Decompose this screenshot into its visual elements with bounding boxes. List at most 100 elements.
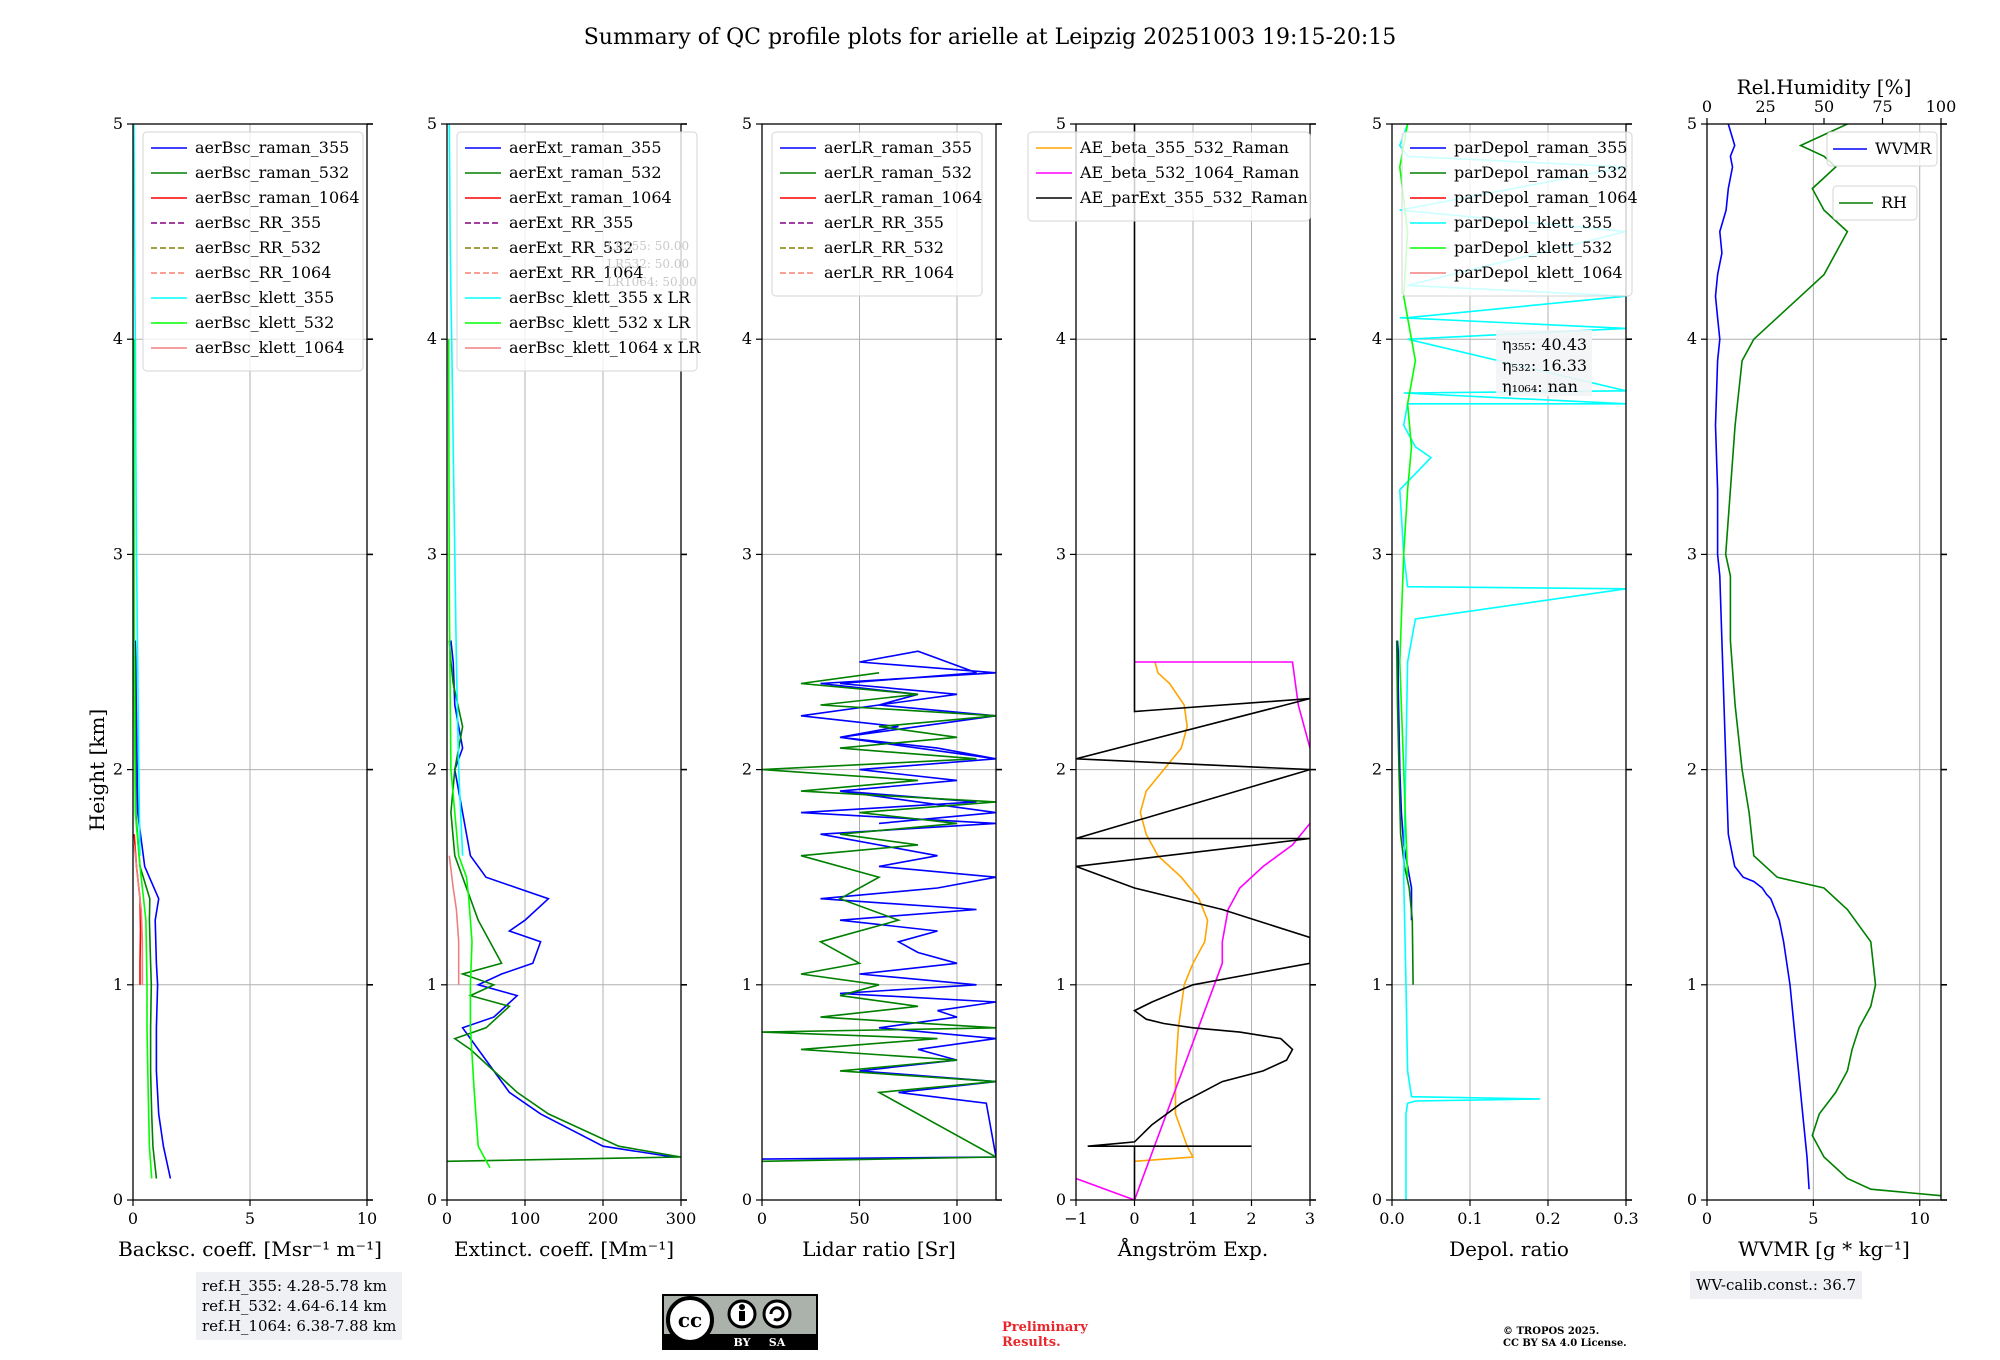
x-tick-label: 3 — [1305, 1209, 1315, 1228]
legend-box — [142, 131, 364, 372]
wv-calib-box: WV-calib.const.: 36.7 — [1690, 1271, 1863, 1299]
y-tick-label: 4 — [113, 329, 123, 348]
y-tick-label: 3 — [742, 544, 752, 563]
legend-box — [771, 131, 983, 297]
legend-entry: aerExt_RR_1064 — [509, 263, 644, 282]
y-tick-label: 5 — [1056, 114, 1066, 133]
top-x-tick-label: 25 — [1755, 97, 1775, 116]
y-tick-label: 3 — [1687, 544, 1697, 563]
legend-entry: parDepol_raman_1064 — [1454, 188, 1638, 207]
x-axis-label: Lidar ratio [Sr] — [802, 1237, 956, 1261]
y-tick-label: 4 — [427, 329, 437, 348]
panel-ext: 0 100 200 300 0 1 2 3 4 5 Extinct. coeff. [Mm⁻¹] ae… — [427, 114, 701, 1261]
x-tick-label: 0 — [1702, 1209, 1712, 1228]
legend-entry: aerExt_RR_355 — [509, 213, 633, 232]
y-tick-label: 2 — [113, 760, 123, 779]
y-tick-label: 4 — [742, 329, 752, 348]
legend-entry: aerBsc_RR_355 — [195, 213, 321, 232]
top-x-tick-label: 50 — [1814, 97, 1834, 116]
y-tick-label: 1 — [1372, 975, 1382, 994]
preliminary-note: Preliminary Results. — [1002, 1320, 1088, 1350]
series-line-WVMR — [1714, 124, 1810, 1190]
legend-entry: aerExt_RR_532 — [509, 238, 633, 257]
legend-entry: parDepol_raman_532 — [1454, 163, 1627, 182]
legend-entry: aerBsc_RR_1064 — [195, 263, 331, 282]
x-axis-label: Ångström Exp. — [1117, 1236, 1268, 1261]
legend-entry: aerLR_RR_355 — [824, 213, 944, 232]
y-axis-label: Height [km] — [85, 709, 109, 831]
x-tick-label: 10 — [1910, 1209, 1930, 1228]
x-tick-label: 300 — [666, 1209, 697, 1228]
ref-heights-box: ref.H_355: 4.28-5.78 km ref.H_532: 4.64-… — [196, 1272, 403, 1340]
x-tick-label: 0 — [128, 1209, 138, 1228]
legend-entry: aerExt_raman_532 — [509, 163, 662, 182]
x-tick-label: 0 — [757, 1209, 767, 1228]
lidar-ratio-label: LR1064: 50.00 — [607, 275, 697, 289]
eta-box — [1496, 330, 1592, 396]
x-tick-label: 1 — [1188, 1209, 1198, 1228]
x-tick-label: 10 — [357, 1209, 377, 1228]
series-group-lr — [762, 650, 996, 1163]
y-tick-label: 2 — [1056, 760, 1066, 779]
panel-bsc: 0 5 10 0 1 2 3 4 5 Backsc. coeff. [Msr⁻¹ m⁻¹] aerB… — [113, 114, 382, 1261]
x-tick-label: 0 — [1129, 1209, 1139, 1228]
series-line-aerBsc_klett_355 x LR — [448, 124, 464, 856]
panel-lr: 0 50 100 0 1 2 3 4 5 Lidar ratio [Sr] aerLR_raman_… — [742, 114, 1002, 1261]
y-tick-label: 5 — [742, 114, 752, 133]
legend-entry: AE_parExt_355_532_Raman — [1079, 188, 1308, 207]
figure-title: Summary of QC profile plots for arielle … — [584, 25, 1397, 50]
series-line-parDepol_raman_532 — [1395, 640, 1414, 985]
copyright-line-2: CC BY SA 4.0 License. — [1503, 1338, 1627, 1349]
axes-frame — [1391, 123, 1627, 1201]
x-tick-label: −1 — [1064, 1209, 1088, 1228]
legend-box — [456, 131, 698, 372]
legend-entry: aerBsc_RR_532 — [195, 238, 321, 257]
y-tick-label: 3 — [1372, 544, 1382, 563]
top-axis-label: Rel.Humidity [%] — [1737, 75, 1912, 99]
x-tick-label: 5 — [1808, 1209, 1818, 1228]
legend-entry: aerBsc_klett_1064 — [195, 338, 344, 357]
legend-entry: aerLR_RR_1064 — [824, 263, 954, 282]
series-line-AE_beta_355_532_Raman — [1134, 661, 1209, 1163]
x-tick-label: 0.1 — [1457, 1209, 1482, 1228]
y-tick-label: 1 — [1687, 975, 1697, 994]
axes-frame — [761, 123, 997, 1201]
y-tick-label: 1 — [742, 975, 752, 994]
y-tick-label: 1 — [113, 975, 123, 994]
copyright-line-1: © TROPOS 2025. — [1503, 1326, 1600, 1337]
y-tick-label: 3 — [113, 544, 123, 563]
y-tick-label: 2 — [427, 760, 437, 779]
series-line-aerLR_raman_532 — [762, 672, 996, 1163]
share-alike-icon — [762, 1299, 792, 1329]
top-x-tick-label: 100 — [1926, 97, 1957, 116]
cc-by-label: BY — [734, 1336, 751, 1349]
y-tick-label: 2 — [742, 760, 752, 779]
y-tick-label: 4 — [1056, 329, 1066, 348]
x-axis-label: Backsc. coeff. [Msr⁻¹ m⁻¹] — [118, 1237, 382, 1261]
x-tick-label: 50 — [849, 1209, 869, 1228]
y-tick-label: 1 — [1056, 975, 1066, 994]
legend-entry: aerBsc_raman_355 — [195, 138, 349, 157]
x-tick-label: 2 — [1246, 1209, 1256, 1228]
legend-entry: parDepol_klett_355 — [1454, 213, 1612, 232]
legend-entry: aerBsc_klett_355 x LR — [509, 288, 691, 307]
wv-calib-const: WV-calib.const.: 36.7 — [1696, 1276, 1857, 1294]
y-tick-label: 4 — [1687, 329, 1697, 348]
legend-entry: aerLR_raman_1064 — [824, 188, 982, 207]
ref-height-1064: ref.H_1064: 6.38-7.88 km — [202, 1317, 397, 1335]
legend-entry: RH — [1881, 193, 1907, 212]
cc-logo-text: cc — [678, 1308, 702, 1332]
legend-box — [1401, 131, 1633, 297]
legend-entry: aerBsc_klett_532 — [195, 313, 334, 332]
cc-license-badge: cc BY SA — [662, 1294, 818, 1350]
legend-entry: WVMR — [1875, 139, 1932, 158]
y-tick-label: 0 — [1687, 1190, 1697, 1209]
series-line-aerExt_raman_355 — [450, 640, 674, 1158]
y-tick-label: 2 — [1687, 760, 1697, 779]
legend-box — [1832, 185, 1918, 221]
ref-height-355: ref.H_355: 4.28-5.78 km — [202, 1277, 387, 1295]
legend-entry: aerBsc_raman_532 — [195, 163, 349, 182]
series-line-RH — [1724, 124, 1941, 1197]
